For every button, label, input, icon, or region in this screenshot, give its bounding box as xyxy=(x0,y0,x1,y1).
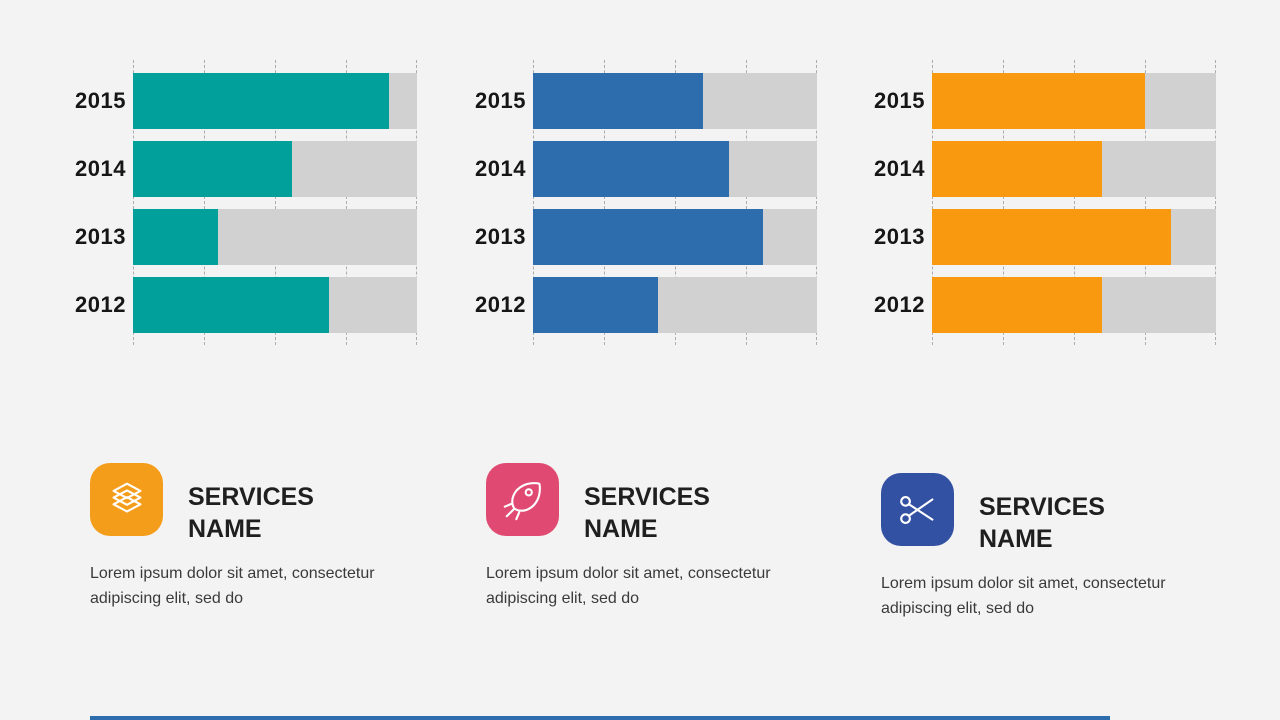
service-card-header: SERVICES NAME xyxy=(881,473,1201,555)
bar-row: 2015 xyxy=(75,73,417,129)
bar-track xyxy=(533,141,817,197)
bar xyxy=(932,73,1145,129)
bar xyxy=(133,73,389,129)
gridline xyxy=(1074,60,1075,345)
scissors-icon xyxy=(881,473,954,546)
gridline xyxy=(346,60,347,345)
service-card-header: SERVICES NAME xyxy=(90,463,410,545)
bar xyxy=(533,209,764,265)
bar-row: 2012 xyxy=(75,277,417,333)
bar xyxy=(932,277,1103,333)
year-label: 2013 xyxy=(475,224,526,249)
service-description: Lorem ipsum dolor sit amet, consectetur … xyxy=(486,565,771,607)
bar-track xyxy=(133,141,417,197)
chart-rows: 2015 2014 2013 2012 xyxy=(874,73,1216,333)
bar-row: 2015 xyxy=(475,73,817,129)
year-label: 2013 xyxy=(75,224,126,249)
gridline xyxy=(133,60,134,345)
service-card-2: SERVICES NAME Lorem ipsum dolor sit amet… xyxy=(486,463,806,611)
bar xyxy=(133,277,329,333)
year-label: 2014 xyxy=(475,156,526,181)
chart-plot xyxy=(133,60,417,345)
chart-rows: 2015 2014 2013 2012 xyxy=(475,73,817,333)
year-label: 2015 xyxy=(874,88,925,113)
bar-track xyxy=(133,73,417,129)
gridline xyxy=(275,60,276,345)
bar-row: 2012 xyxy=(475,277,817,333)
service-card-1: SERVICES NAME Lorem ipsum dolor sit amet… xyxy=(90,463,410,611)
bar xyxy=(133,141,293,197)
bar-track xyxy=(533,277,817,333)
bar-row: 2013 xyxy=(475,209,817,265)
bar-track xyxy=(133,277,417,333)
bar xyxy=(932,141,1103,197)
bar-row: 2014 xyxy=(75,141,417,197)
gridline xyxy=(604,60,605,345)
gridline xyxy=(1145,60,1146,345)
gridline xyxy=(932,60,933,345)
bar-track xyxy=(932,277,1216,333)
bar-track xyxy=(533,73,817,129)
bar-track xyxy=(533,209,817,265)
year-label: 2014 xyxy=(75,156,126,181)
chart-plot xyxy=(932,60,1216,345)
gridline xyxy=(1215,60,1216,345)
service-card-header: SERVICES NAME xyxy=(486,463,806,545)
bar-row: 2013 xyxy=(874,209,1216,265)
bar xyxy=(533,73,704,129)
rocket-icon xyxy=(486,463,559,536)
bar-track xyxy=(932,73,1216,129)
bar-row: 2014 xyxy=(475,141,817,197)
year-label: 2014 xyxy=(874,156,925,181)
bar-row: 2014 xyxy=(874,141,1216,197)
service-description: Lorem ipsum dolor sit amet, consectetur … xyxy=(90,565,375,607)
year-label: 2015 xyxy=(75,88,126,113)
bar-track xyxy=(133,209,417,265)
chart-plot xyxy=(533,60,817,345)
year-label: 2012 xyxy=(75,292,126,317)
year-label: 2015 xyxy=(475,88,526,113)
bar-track xyxy=(932,209,1216,265)
year-label: 2012 xyxy=(475,292,526,317)
gridline xyxy=(533,60,534,345)
service-title: SERVICES NAME xyxy=(188,483,314,543)
gridline xyxy=(204,60,205,345)
chart-rows: 2015 2014 2013 2012 xyxy=(75,73,417,333)
gridline xyxy=(816,60,817,345)
bar-track xyxy=(932,141,1216,197)
bar xyxy=(533,141,729,197)
bar xyxy=(932,209,1171,265)
bar-row: 2013 xyxy=(75,209,417,265)
bar xyxy=(533,277,658,333)
service-title: SERVICES NAME xyxy=(584,483,710,543)
gridline xyxy=(675,60,676,345)
service-card-3: SERVICES NAME Lorem ipsum dolor sit amet… xyxy=(881,473,1201,621)
year-label: 2012 xyxy=(874,292,925,317)
layers-icon xyxy=(90,463,163,536)
service-title: SERVICES NAME xyxy=(979,493,1105,553)
gridline xyxy=(1003,60,1004,345)
gridline xyxy=(746,60,747,345)
bar-chart-blue: 2015 2014 2013 2012 xyxy=(475,60,817,345)
bar xyxy=(133,209,219,265)
service-description: Lorem ipsum dolor sit amet, consectetur … xyxy=(881,575,1166,617)
year-label: 2013 xyxy=(874,224,925,249)
bar-row: 2015 xyxy=(874,73,1216,129)
bar-chart-teal: 2015 2014 2013 2012 xyxy=(75,60,417,345)
bar-chart-orange: 2015 2014 2013 2012 xyxy=(874,60,1216,345)
bottom-accent-line xyxy=(90,716,1110,720)
gridline xyxy=(416,60,417,345)
bar-row: 2012 xyxy=(874,277,1216,333)
